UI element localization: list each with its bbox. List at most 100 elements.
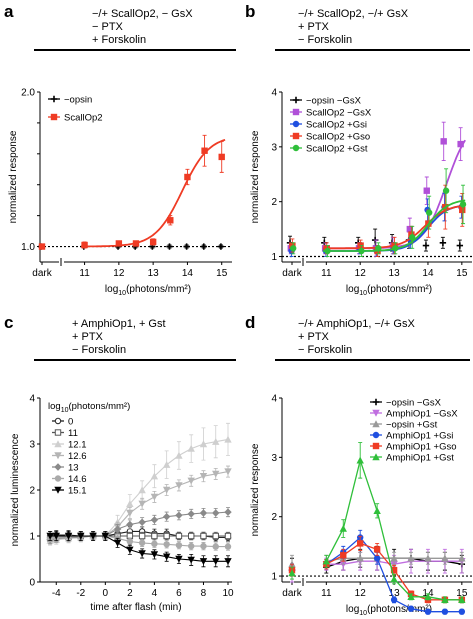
legend-label: 11 — [68, 428, 78, 439]
data-point — [441, 596, 449, 604]
legend-marker — [292, 144, 300, 152]
y-tick-label: 1 — [271, 252, 277, 263]
legend-item-3: AmphiOp1 +Gsi — [370, 431, 453, 442]
data-point — [340, 552, 347, 559]
legend-item-2: 12.1 — [52, 440, 87, 451]
panel-letter-b: b — [245, 2, 255, 21]
x-tick-label: 13 — [148, 268, 160, 279]
x-tick-label-dark: dark — [282, 268, 302, 279]
y-tick-label: 2 — [271, 512, 277, 523]
data-point — [212, 470, 220, 478]
legend-marker — [50, 113, 58, 121]
data-point — [224, 543, 232, 550]
legend-label: −opsin — [64, 95, 92, 106]
panel-a-condition-2: − PTX — [92, 21, 124, 33]
data-point — [64, 532, 73, 540]
data-point — [212, 543, 219, 550]
panel-b-condition-2: + PTX — [298, 21, 330, 33]
data-point — [163, 541, 170, 548]
data-point — [138, 500, 146, 508]
data-point — [175, 542, 183, 549]
series-line — [49, 471, 229, 542]
legend-label: 14.6 — [68, 474, 87, 485]
data-point — [38, 243, 46, 250]
x-tick-label: 6 — [176, 588, 182, 599]
data-point — [201, 147, 208, 154]
y-tick-label: 4 — [271, 88, 277, 99]
legend-item-0: −opsin −GsX — [370, 398, 442, 409]
legend-marker — [292, 96, 300, 104]
data-point — [150, 551, 159, 559]
panel-c-condition-2: + PTX — [72, 331, 104, 343]
data-point — [151, 540, 158, 548]
series-4 — [290, 168, 467, 257]
data-point — [218, 153, 225, 161]
y-axis-title: normalized response — [250, 443, 261, 536]
data-point — [439, 239, 447, 247]
data-point — [357, 540, 364, 547]
data-point — [457, 140, 464, 148]
x-tick-label: 15 — [456, 588, 468, 599]
y-tick-label: 3 — [29, 440, 35, 451]
legend-marker — [372, 398, 380, 406]
series-line — [50, 535, 228, 562]
data-point — [162, 486, 171, 494]
series-1 — [38, 134, 226, 250]
y-tick-label: 3 — [271, 453, 277, 464]
legend-label: 0 — [68, 417, 73, 428]
legend-marker — [50, 95, 58, 103]
data-point — [187, 444, 195, 452]
data-point — [224, 435, 232, 443]
chart-c: 0 1 2 3 4 -4 -2 0 2 4 6 8 10 time after flash (min) no… — [10, 394, 234, 614]
legend-item-2: −opsin +Gst — [370, 420, 438, 431]
data-point — [424, 593, 432, 601]
data-point — [424, 554, 432, 562]
x-tick-label: 13 — [389, 588, 401, 599]
legend-label: −opsin −GsX — [306, 96, 362, 107]
data-point — [101, 532, 110, 540]
x-tick-label: 10 — [222, 588, 234, 599]
data-point — [390, 566, 398, 574]
data-point — [113, 525, 122, 533]
data-point — [77, 532, 85, 540]
data-point — [390, 554, 398, 562]
panel-a-condition-1: −/+ ScallOp2, − GsX — [92, 8, 193, 20]
legend-item-1: ScallOp2 −GsX — [290, 108, 372, 119]
series-5 — [288, 442, 466, 604]
legend-item-0: −opsin — [48, 95, 92, 106]
data-point — [126, 538, 134, 545]
legend-marker — [54, 417, 62, 425]
data-point — [339, 524, 347, 532]
data-point — [458, 554, 466, 562]
data-point — [224, 508, 232, 516]
legend-marker — [54, 452, 62, 460]
y-tick-label: 4 — [271, 394, 277, 405]
legend-label: AmphiOp1 +Gst — [386, 453, 454, 464]
data-point — [217, 243, 225, 250]
legend-marker — [54, 440, 62, 448]
panel-c-condition-3: − Forskolin — [72, 344, 126, 356]
data-point — [115, 240, 123, 247]
x-tick-label: 8 — [201, 588, 207, 599]
data-point — [184, 173, 191, 181]
legend-marker — [372, 431, 380, 439]
data-point — [175, 555, 183, 563]
data-point — [138, 539, 146, 547]
data-point — [373, 555, 381, 562]
x-tick-label: -4 — [52, 588, 61, 599]
data-point — [441, 608, 449, 615]
data-point — [422, 242, 430, 249]
data-point — [224, 532, 232, 540]
panel-d-condition-3: − Forskolin — [298, 344, 352, 356]
y-tick-label: 2 — [271, 197, 277, 208]
data-point — [150, 493, 159, 501]
x-tick-label-dark: dark — [282, 588, 302, 599]
y-tick-label: 2.0 — [21, 88, 35, 99]
data-point — [322, 557, 331, 565]
y-axis-title: normalized luminescence — [10, 433, 21, 546]
data-point — [425, 209, 433, 216]
panel-letter-c: c — [4, 313, 13, 332]
legend-item-3: 12.6 — [52, 451, 87, 462]
data-point — [358, 247, 365, 255]
